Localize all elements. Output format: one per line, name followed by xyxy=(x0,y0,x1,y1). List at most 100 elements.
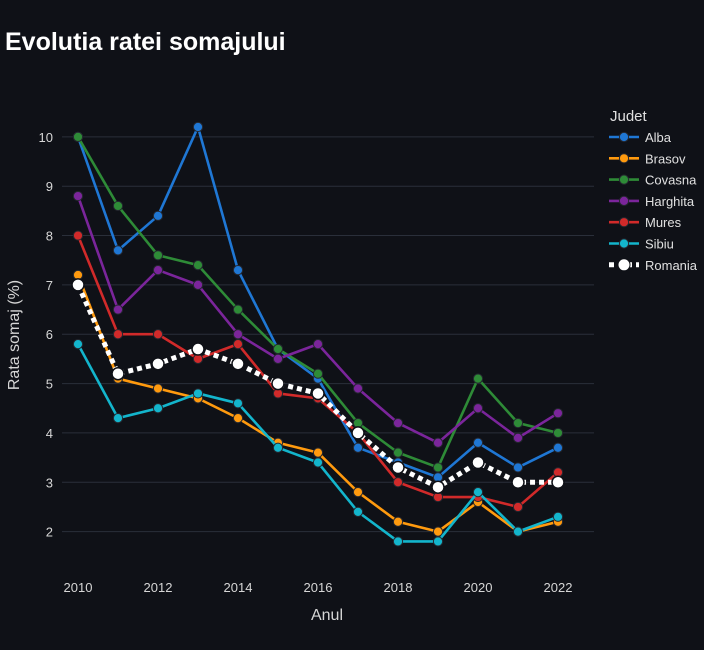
data-point xyxy=(271,376,285,391)
y-tick-label: 9 xyxy=(46,179,53,194)
data-point xyxy=(432,526,444,537)
data-point xyxy=(152,250,164,261)
y-tick-label: 7 xyxy=(46,278,53,293)
data-point xyxy=(231,357,245,371)
legend-swatch-marker xyxy=(618,174,630,185)
data-point xyxy=(72,339,84,350)
data-point xyxy=(152,403,164,414)
chart-title: Evolutia ratei somajului xyxy=(5,28,286,56)
data-point xyxy=(352,383,364,394)
legend-item-covasna[interactable]: Covasna xyxy=(609,173,697,188)
data-point xyxy=(392,536,404,547)
legend-item-romania[interactable]: Romania xyxy=(609,258,698,273)
data-point xyxy=(432,462,444,473)
data-point xyxy=(152,383,164,394)
data-point xyxy=(112,329,124,340)
data-point xyxy=(472,373,484,384)
legend-item-mures[interactable]: Mures xyxy=(609,215,682,230)
data-point xyxy=(192,121,204,133)
data-point xyxy=(432,536,444,547)
legend-swatch-marker xyxy=(618,217,630,228)
data-point xyxy=(472,437,484,448)
data-point xyxy=(432,437,444,448)
data-point xyxy=(472,487,484,498)
data-point xyxy=(392,417,404,429)
legend-label: Sibiu xyxy=(645,237,674,252)
data-point xyxy=(232,304,244,315)
data-point xyxy=(352,506,364,517)
data-point xyxy=(112,245,124,256)
series-group xyxy=(71,121,565,547)
x-axis-ticks: 2010 2012 2014 2016 2018 2020 2022 xyxy=(64,580,573,595)
y-axis-ticks: 2 3 4 5 6 7 8 9 10 xyxy=(39,130,53,540)
data-point xyxy=(152,210,164,221)
series-covasna xyxy=(72,131,564,473)
y-tick-label: 8 xyxy=(46,229,53,244)
legend: Judet Alba Brasov Covasna Harghita Mures Sibi… xyxy=(609,108,698,273)
series-sibiu xyxy=(72,339,564,547)
data-point xyxy=(391,460,405,475)
data-point xyxy=(192,260,204,271)
legend-swatch-marker xyxy=(618,238,630,249)
data-point xyxy=(392,516,404,527)
data-point xyxy=(472,403,484,414)
y-tick-label: 4 xyxy=(46,426,53,441)
data-point xyxy=(272,442,284,453)
y-tick-label: 3 xyxy=(46,475,53,490)
data-point xyxy=(512,432,524,443)
data-point xyxy=(392,477,404,488)
data-point xyxy=(232,398,244,409)
data-point xyxy=(312,457,324,468)
x-tick-label: 2020 xyxy=(464,580,493,595)
data-point xyxy=(112,413,124,424)
data-point xyxy=(192,388,204,399)
data-point xyxy=(112,200,124,212)
legend-label: Romania xyxy=(645,258,698,273)
data-point xyxy=(151,357,165,371)
legend-label: Alba xyxy=(645,130,672,145)
data-point xyxy=(352,442,364,453)
data-point xyxy=(512,417,524,429)
data-point xyxy=(152,329,164,340)
series-line xyxy=(76,195,559,445)
legend-item-harghita[interactable]: Harghita xyxy=(609,194,695,209)
legend-label: Harghita xyxy=(645,194,695,209)
legend-swatch-marker xyxy=(618,131,630,143)
y-tick-label: 10 xyxy=(39,130,53,145)
data-point xyxy=(512,501,524,513)
x-tick-label: 2018 xyxy=(384,580,413,595)
data-point xyxy=(232,264,244,276)
data-point xyxy=(552,427,564,439)
data-point xyxy=(72,230,84,241)
data-point xyxy=(272,343,284,355)
legend-label: Covasna xyxy=(645,173,697,188)
series-alba xyxy=(72,121,564,483)
data-point xyxy=(112,304,124,315)
data-point xyxy=(191,342,205,356)
data-point xyxy=(552,408,564,419)
legend-item-alba[interactable]: Alba xyxy=(609,130,672,145)
data-point xyxy=(311,386,325,401)
data-point xyxy=(511,475,525,490)
x-tick-label: 2022 xyxy=(544,580,573,595)
y-tick-label: 6 xyxy=(46,327,53,342)
legend-item-brasov[interactable]: Brasov xyxy=(609,151,686,166)
data-point xyxy=(551,475,565,490)
data-point xyxy=(232,339,244,350)
data-point xyxy=(72,190,84,202)
legend-swatch-marker xyxy=(618,195,630,206)
legend-title: Judet xyxy=(610,108,648,125)
legend-swatch-marker xyxy=(618,153,630,164)
x-tick-label: 2016 xyxy=(304,580,333,595)
data-point xyxy=(471,455,485,470)
data-point xyxy=(192,279,204,290)
legend-item-sibiu[interactable]: Sibiu xyxy=(609,237,674,252)
x-axis-title: Anul xyxy=(311,607,343,624)
data-point xyxy=(111,366,125,381)
data-point xyxy=(352,487,364,498)
x-tick-label: 2012 xyxy=(144,580,173,595)
y-axis-title: Rata somaj (%) xyxy=(6,280,23,390)
y-tick-label: 2 xyxy=(46,525,53,540)
data-point xyxy=(512,526,524,537)
x-tick-label: 2014 xyxy=(224,580,253,595)
